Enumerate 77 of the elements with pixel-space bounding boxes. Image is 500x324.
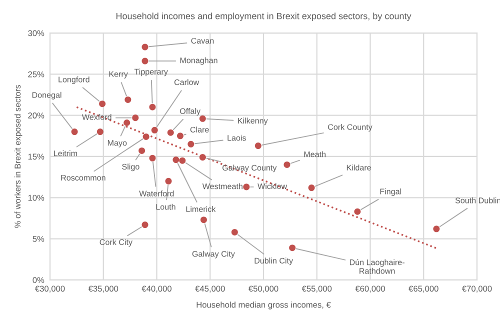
point xyxy=(176,132,184,140)
x-tick-label: €30,000 xyxy=(35,286,65,293)
point xyxy=(289,244,296,252)
x-tick-label: €40,000 xyxy=(142,286,172,293)
point xyxy=(172,156,180,164)
annotation: Sligo xyxy=(122,164,140,172)
point xyxy=(433,226,440,232)
annotation: Louth xyxy=(156,204,176,210)
point xyxy=(149,154,156,162)
point xyxy=(124,119,130,126)
point xyxy=(199,115,206,122)
point xyxy=(165,178,172,184)
point xyxy=(231,228,238,236)
y-tick-label: 20% xyxy=(28,112,44,118)
point xyxy=(142,133,150,140)
point xyxy=(199,154,206,161)
annotation: Tipperary xyxy=(134,68,168,76)
point xyxy=(188,140,194,148)
point xyxy=(132,114,139,122)
point xyxy=(167,129,174,136)
x-tick-label: €70,000 xyxy=(462,286,492,293)
y-tick-label: 5% xyxy=(32,236,44,242)
annotation: Longford xyxy=(58,76,90,84)
point xyxy=(142,44,148,50)
annotation: Dún Laoghaire- Rathdown xyxy=(350,259,404,274)
annotation: Leitrim xyxy=(54,150,78,156)
point xyxy=(142,222,148,228)
x-tick-label: €50,000 xyxy=(248,286,278,293)
annotation: Kildare xyxy=(346,164,371,170)
annotation: Laois xyxy=(228,134,246,141)
annotation: Fingal xyxy=(380,188,402,196)
annotation: Galway City xyxy=(192,250,235,258)
annotation: Limerick xyxy=(186,206,216,212)
point xyxy=(124,96,132,103)
y-tick-label: 30% xyxy=(28,30,44,36)
point xyxy=(99,100,106,108)
point xyxy=(200,216,207,224)
point xyxy=(71,128,78,136)
annotation: Cork City xyxy=(100,239,132,247)
annotation: Mayo xyxy=(108,140,127,148)
annotation: Cork County xyxy=(328,124,372,132)
y-tick-label: 15% xyxy=(28,154,44,160)
y-tick-label: 10% xyxy=(28,194,44,201)
x-axis-title: Household median gross incomes, € xyxy=(196,302,331,310)
point xyxy=(254,142,262,150)
point xyxy=(179,157,186,164)
point xyxy=(138,147,146,154)
annotation: Offaly xyxy=(180,108,201,116)
x-tick-label: €65,000 xyxy=(408,286,438,293)
point xyxy=(149,104,156,110)
x-tick-label: €60,000 xyxy=(355,286,385,293)
annotation: Monaghan xyxy=(180,57,218,65)
annotation: Donegal xyxy=(32,92,62,100)
y-tick-label: 0% xyxy=(32,277,44,284)
point xyxy=(308,184,315,192)
annotation: Meath xyxy=(304,151,326,158)
chart-title: Household incomes and employment in Brexit exposed sectors, by county xyxy=(116,12,412,22)
annotation: Kilkenny xyxy=(238,118,268,126)
point xyxy=(142,58,148,64)
annotation: Waterford xyxy=(139,190,174,196)
y-tick-label: 25% xyxy=(28,71,44,78)
point xyxy=(243,184,250,190)
point xyxy=(284,161,290,168)
annotation: Roscommon xyxy=(61,174,106,181)
annotation: Dublin City xyxy=(254,258,294,266)
annotation: Carlow xyxy=(174,79,200,86)
point xyxy=(96,128,104,136)
annotation: Cavan xyxy=(191,38,214,44)
annotation: Kerry xyxy=(109,71,128,78)
x-tick-label: €35,000 xyxy=(88,286,118,293)
y-axis-title: % of workers in Brexit exposed sectors xyxy=(14,85,22,228)
x-tick-label: €45,000 xyxy=(195,286,225,293)
point xyxy=(354,208,361,215)
x-tick-label: €55,000 xyxy=(302,286,332,293)
point xyxy=(151,126,158,134)
annotation: Clare xyxy=(190,126,209,133)
annotation: Westmeath xyxy=(202,183,242,190)
